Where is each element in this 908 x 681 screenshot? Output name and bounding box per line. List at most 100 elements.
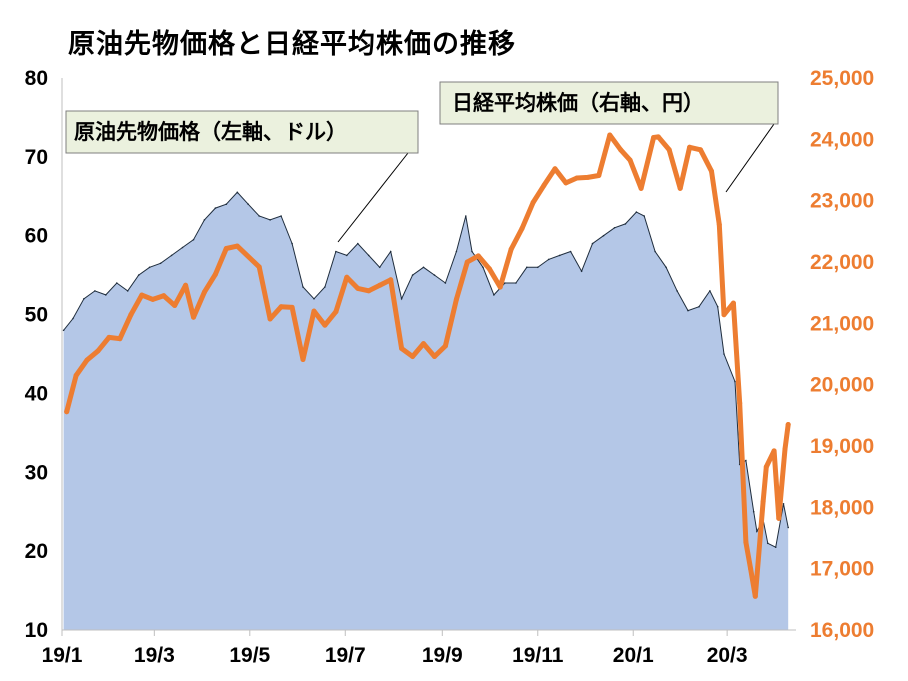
callout-label: 原油先物価格（左軸、ドル） bbox=[74, 120, 347, 144]
nikkei-point bbox=[311, 308, 317, 314]
nikkei-point bbox=[687, 144, 693, 150]
nikkei-point bbox=[388, 277, 394, 283]
nikkei-point bbox=[763, 464, 769, 470]
nikkei-point bbox=[278, 304, 284, 310]
oil-price-point bbox=[170, 254, 173, 257]
oil-price-point bbox=[569, 250, 572, 253]
nikkei-point bbox=[760, 499, 766, 505]
oil-price-point bbox=[752, 510, 755, 513]
nikkei-point bbox=[519, 225, 525, 231]
nikkei-point bbox=[541, 182, 547, 188]
oil-price-point bbox=[580, 270, 583, 273]
nikkei-point bbox=[300, 357, 306, 362]
nikkei-point bbox=[117, 336, 123, 342]
nikkei-point bbox=[585, 174, 591, 180]
oil-price-point bbox=[236, 191, 239, 194]
nikkei-point bbox=[771, 448, 777, 454]
oil-price-point bbox=[422, 266, 425, 269]
nikkei-point bbox=[410, 354, 416, 359]
nikkei-point bbox=[95, 348, 101, 354]
oil-price-point bbox=[455, 250, 458, 253]
y-left-tick-label: 80 bbox=[25, 67, 48, 90]
oil-price-point bbox=[465, 215, 467, 217]
oil-price-point bbox=[613, 227, 616, 229]
oil-price-point bbox=[126, 290, 129, 292]
nikkei-point bbox=[183, 282, 189, 288]
oil-price-point bbox=[159, 262, 162, 265]
oil-price-point bbox=[745, 459, 747, 462]
nikkei-point bbox=[743, 539, 749, 545]
y-right-tick-label: 24,000 bbox=[810, 128, 874, 151]
oil-price-point bbox=[643, 215, 645, 217]
oil-price-point bbox=[324, 286, 326, 288]
x-tick-label: 19/11 bbox=[512, 644, 564, 667]
y-right-tick-label: 18,000 bbox=[810, 496, 874, 519]
oil-price-point bbox=[302, 286, 304, 288]
callout-box bbox=[439, 81, 779, 125]
oil-price-point bbox=[269, 219, 271, 221]
nikkei-point bbox=[627, 157, 633, 163]
oil-price-point bbox=[62, 329, 65, 332]
nikkei-point bbox=[234, 243, 240, 249]
nikkei-point bbox=[730, 300, 736, 306]
oil-price-point bbox=[247, 203, 249, 205]
chart-title: 原油先物価格と日経平均株価の推移 bbox=[68, 29, 516, 60]
nikkei-point bbox=[782, 446, 788, 452]
oil-price-point bbox=[389, 250, 392, 253]
y-left-tick-label: 70 bbox=[25, 146, 48, 169]
y-left-tick-label: 10 bbox=[25, 619, 48, 642]
oil-price-point bbox=[654, 250, 656, 253]
oil-price-point bbox=[526, 266, 528, 269]
nikkei-point bbox=[322, 322, 328, 328]
x-tick-label: 20/3 bbox=[707, 644, 748, 667]
nikkei-point bbox=[666, 147, 672, 153]
nikkei-point bbox=[64, 409, 70, 415]
nikkei-point bbox=[596, 173, 602, 178]
y-left-tick-label: 50 bbox=[25, 304, 48, 327]
oil-price-point bbox=[94, 290, 96, 292]
oil-price-point bbox=[291, 242, 293, 245]
y-right-tick-label: 25,000 bbox=[810, 67, 874, 90]
nikkei-point bbox=[191, 314, 196, 320]
nikkei-point bbox=[289, 304, 295, 310]
nikkei-point bbox=[366, 288, 372, 294]
oil-price-point bbox=[105, 294, 107, 296]
nikkei-point bbox=[333, 309, 339, 315]
oil-price-point bbox=[635, 211, 638, 213]
oil-price-point bbox=[665, 266, 667, 269]
x-tick-label: 19/3 bbox=[134, 644, 175, 667]
nikkei-point bbox=[150, 296, 156, 302]
nikkei-point bbox=[552, 166, 558, 172]
nikkei-point bbox=[716, 222, 722, 228]
oil-price-point bbox=[378, 266, 381, 269]
oil-price-point bbox=[346, 254, 348, 257]
nikkei-line-layer bbox=[64, 132, 791, 599]
oil-price-point bbox=[357, 242, 359, 245]
nikkei-point bbox=[737, 400, 743, 406]
callout-box bbox=[65, 110, 419, 154]
oil-price-point bbox=[192, 238, 195, 241]
nikkei-point bbox=[453, 296, 459, 302]
nikkei-point bbox=[84, 357, 90, 363]
oil-price-point bbox=[203, 219, 206, 221]
nikkei-point bbox=[432, 354, 437, 359]
nikkei-point bbox=[486, 266, 492, 272]
x-tick-label: 20/1 bbox=[613, 644, 654, 667]
nikkei-point bbox=[442, 343, 448, 349]
nikkei-point bbox=[785, 422, 791, 427]
y-left-tick-label: 20 bbox=[25, 540, 48, 563]
oil-price-point bbox=[515, 282, 517, 284]
nikkei-point bbox=[172, 303, 178, 308]
nikkei-point bbox=[563, 180, 569, 186]
nikkei-point bbox=[344, 274, 350, 280]
oil-price-point bbox=[258, 215, 261, 217]
nikkei-point bbox=[421, 341, 426, 347]
oil-price-point bbox=[493, 294, 495, 296]
oil-price-point bbox=[558, 254, 561, 257]
oil-price-point bbox=[471, 250, 473, 253]
nikkei-point bbox=[201, 289, 207, 295]
oil-price-point bbox=[335, 250, 337, 253]
x-tick-label: 19/1 bbox=[42, 644, 83, 667]
